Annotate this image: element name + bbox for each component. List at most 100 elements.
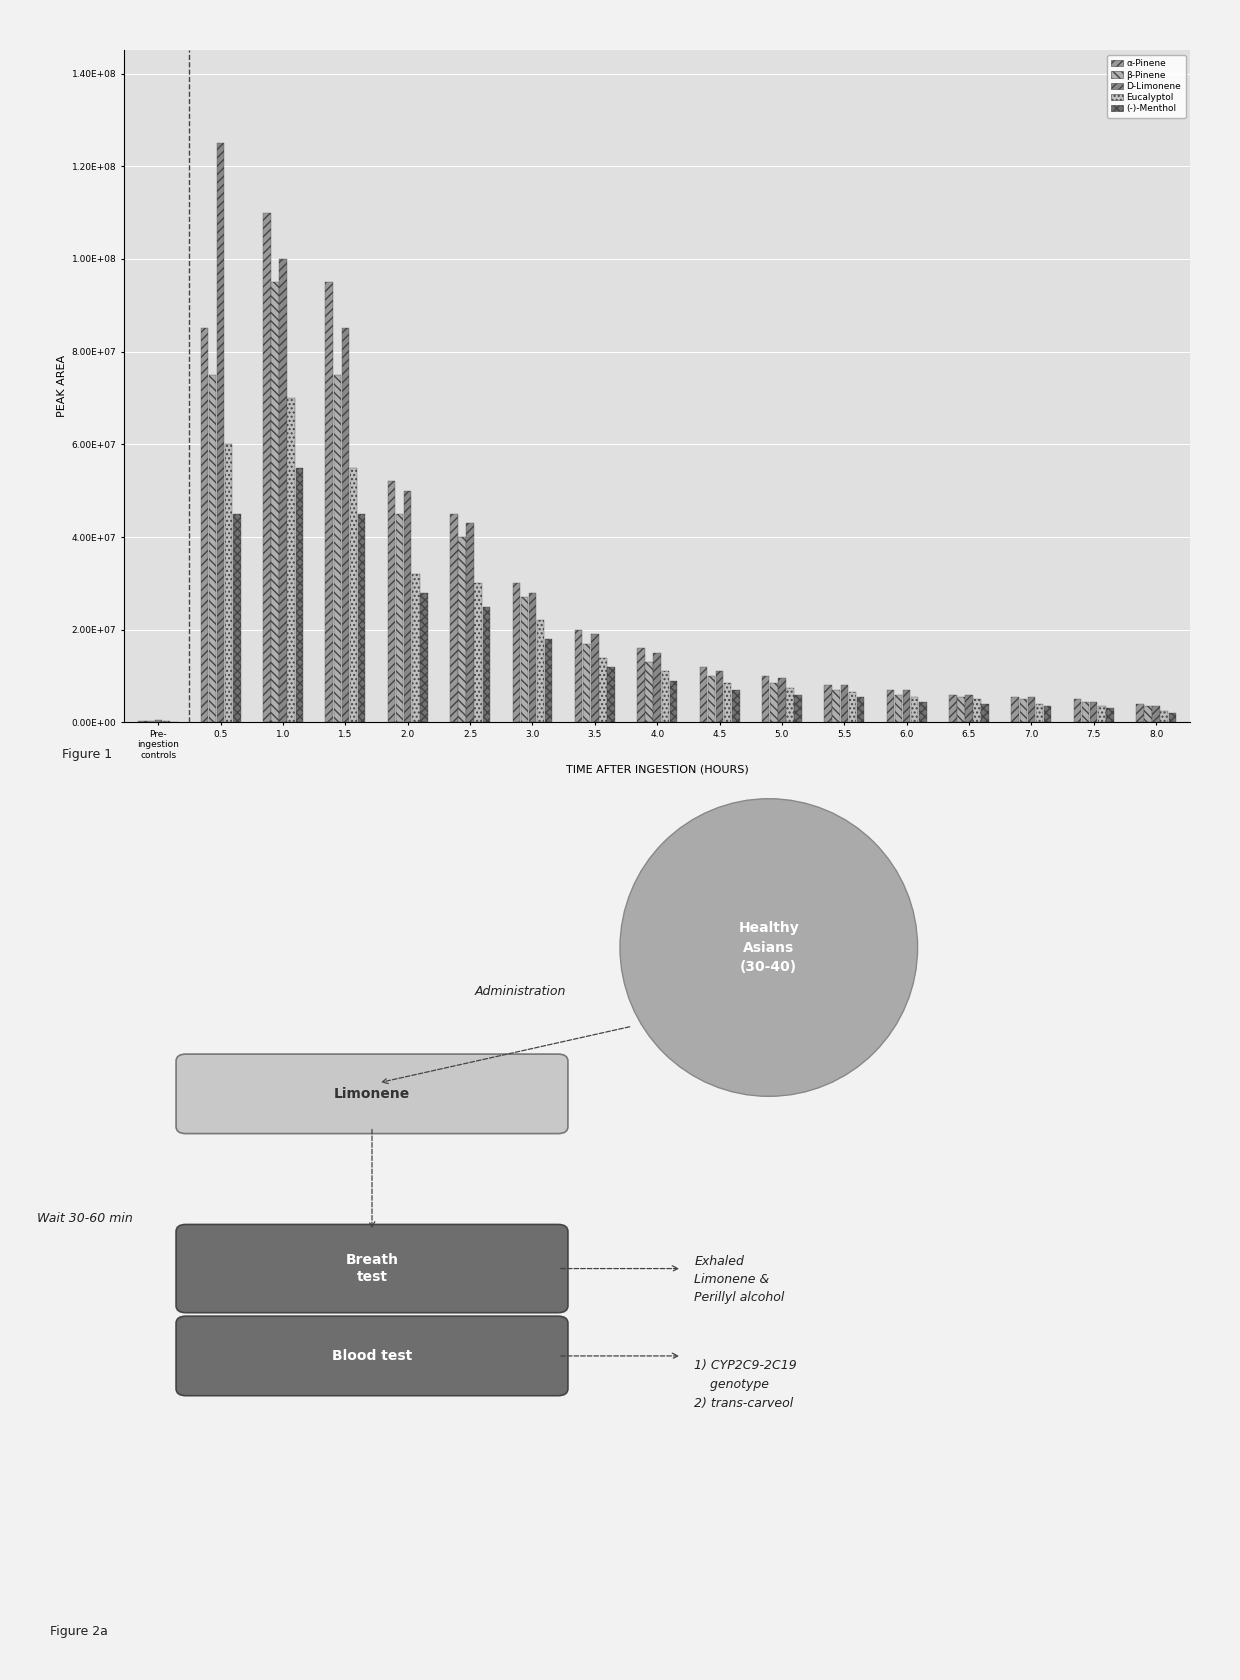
Legend: α-Pinene, β-Pinene, D-Limonene, Eucalyptol, (-)-Menthol: α-Pinene, β-Pinene, D-Limonene, Eucalypt… — [1107, 55, 1185, 118]
Bar — [1099, 706, 1106, 722]
Text: 1) CYP2C9-2C19
    genotype
2) trans-carveol: 1) CYP2C9-2C19 genotype 2) trans-carveol — [694, 1359, 797, 1410]
Bar — [1035, 704, 1043, 722]
Bar — [903, 690, 910, 722]
Bar — [233, 514, 241, 722]
Bar — [911, 697, 919, 722]
Bar — [1012, 697, 1019, 722]
Bar — [887, 690, 894, 722]
Bar — [263, 213, 270, 722]
Bar — [949, 694, 956, 722]
Bar — [288, 398, 295, 722]
Bar — [1019, 699, 1027, 722]
Bar — [825, 685, 832, 722]
Bar — [412, 575, 419, 722]
Bar — [396, 514, 403, 722]
Bar — [645, 662, 652, 722]
Bar — [475, 583, 482, 722]
Bar — [1145, 706, 1152, 722]
Bar — [670, 680, 677, 722]
Bar — [224, 444, 232, 722]
Text: Healthy
Asians
(30-40): Healthy Asians (30-40) — [739, 921, 799, 974]
Bar — [208, 375, 216, 722]
Bar — [358, 514, 366, 722]
Text: Figure 1: Figure 1 — [62, 748, 112, 761]
Bar — [1074, 699, 1081, 722]
Text: Limonene: Limonene — [334, 1087, 410, 1100]
Bar — [450, 514, 458, 722]
Bar — [334, 375, 341, 722]
Bar — [848, 692, 856, 722]
Bar — [575, 630, 583, 722]
Bar — [779, 679, 786, 722]
Text: +: + — [363, 1327, 381, 1346]
Bar — [342, 329, 350, 722]
Bar — [420, 593, 428, 722]
Bar — [965, 694, 972, 722]
Bar — [537, 620, 544, 722]
Bar — [350, 467, 357, 722]
Bar — [459, 538, 466, 722]
Bar — [832, 690, 839, 722]
Bar — [388, 482, 396, 722]
Bar — [201, 329, 208, 722]
Text: Blood test: Blood test — [332, 1349, 412, 1362]
Bar — [325, 282, 332, 722]
Bar — [982, 704, 990, 722]
Bar — [466, 522, 474, 722]
Ellipse shape — [620, 798, 918, 1097]
Bar — [653, 654, 661, 722]
Bar — [919, 702, 926, 722]
Bar — [1028, 697, 1035, 722]
Bar — [786, 687, 794, 722]
Bar — [544, 638, 552, 722]
Bar — [1083, 702, 1090, 722]
Bar — [608, 667, 615, 722]
Text: Administration: Administration — [475, 984, 567, 998]
Bar — [1136, 704, 1143, 722]
Bar — [637, 648, 645, 722]
Bar — [895, 694, 903, 722]
Bar — [279, 259, 286, 722]
Text: Exhaled
Limonene &
Perillyl alcohol: Exhaled Limonene & Perillyl alcohol — [694, 1255, 785, 1304]
Bar — [857, 697, 864, 722]
Text: Figure 2a: Figure 2a — [50, 1625, 108, 1638]
Bar — [1106, 709, 1114, 722]
Bar — [155, 721, 162, 722]
Bar — [715, 672, 723, 722]
Text: Wait 30-60 min: Wait 30-60 min — [37, 1211, 133, 1225]
Bar — [139, 721, 146, 722]
Bar — [1152, 706, 1159, 722]
Bar — [770, 684, 777, 722]
Bar — [724, 684, 732, 722]
Bar — [512, 583, 520, 722]
Bar — [732, 690, 739, 722]
FancyBboxPatch shape — [176, 1225, 568, 1312]
Bar — [591, 635, 599, 722]
Bar — [708, 675, 715, 722]
Bar — [763, 675, 770, 722]
Bar — [295, 467, 303, 722]
Text: Breath
test: Breath test — [346, 1253, 398, 1284]
Bar — [583, 643, 590, 722]
X-axis label: TIME AFTER INGESTION (HOURS): TIME AFTER INGESTION (HOURS) — [565, 764, 749, 774]
Bar — [662, 672, 670, 722]
Bar — [217, 143, 224, 722]
Bar — [272, 282, 279, 722]
Bar — [1168, 712, 1176, 722]
Bar — [1161, 711, 1168, 722]
Y-axis label: PEAK AREA: PEAK AREA — [57, 356, 67, 417]
Bar — [795, 694, 802, 722]
FancyBboxPatch shape — [176, 1315, 568, 1396]
Bar — [521, 598, 528, 722]
FancyBboxPatch shape — [176, 1053, 568, 1134]
Bar — [404, 491, 412, 722]
Bar — [973, 699, 981, 722]
Bar — [1044, 706, 1052, 722]
Bar — [482, 606, 490, 722]
Bar — [599, 657, 606, 722]
Bar — [1090, 702, 1097, 722]
Bar — [699, 667, 707, 722]
Bar — [528, 593, 536, 722]
Bar — [957, 697, 965, 722]
Bar — [841, 685, 848, 722]
